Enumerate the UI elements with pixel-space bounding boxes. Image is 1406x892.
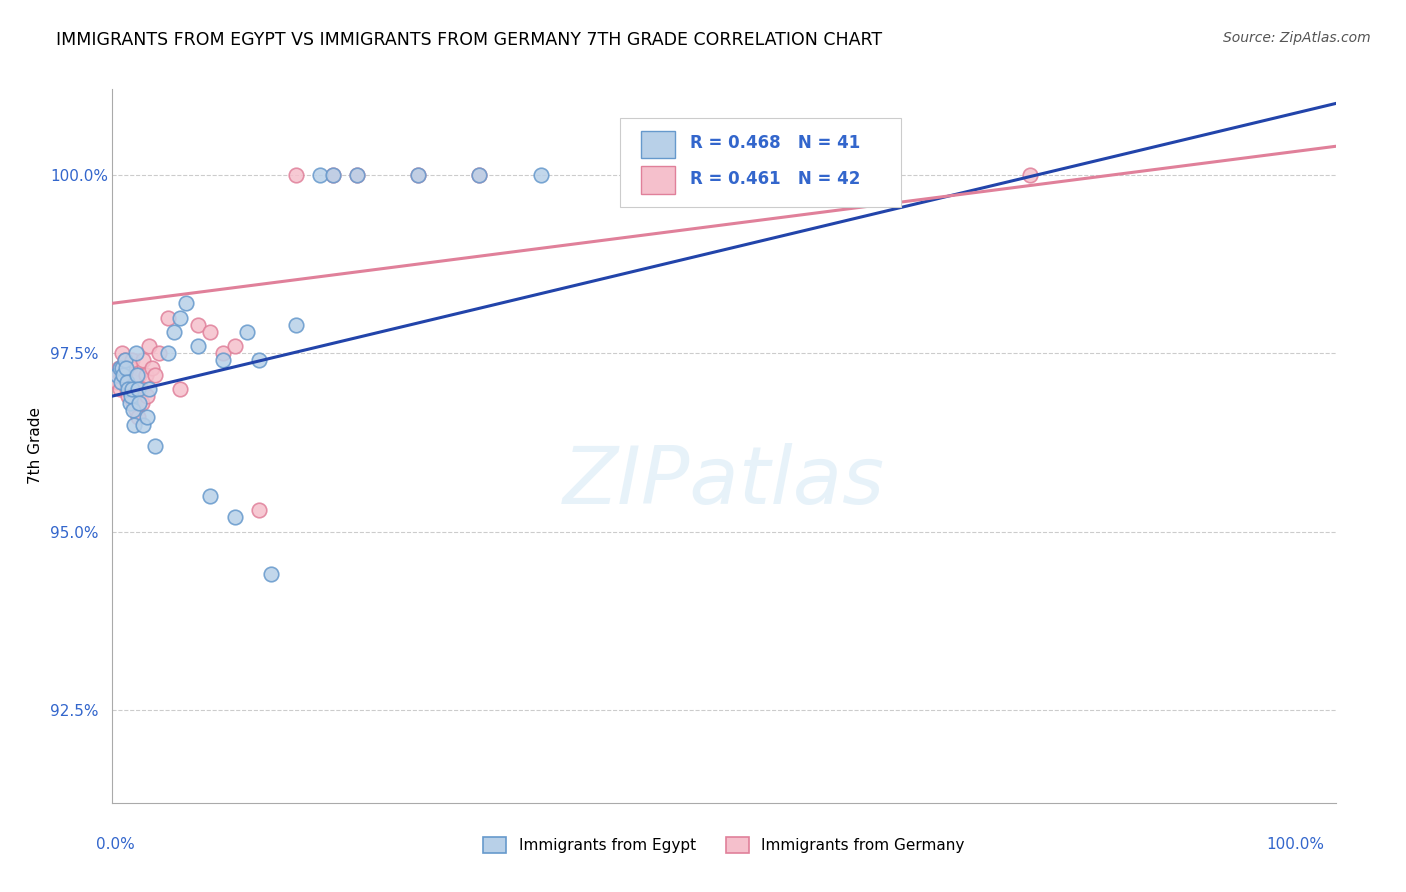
Point — [110, 375, 132, 389]
Point — [187, 339, 209, 353]
Point — [132, 417, 155, 432]
Point — [141, 360, 163, 375]
Point — [114, 353, 136, 368]
Point — [125, 346, 148, 360]
Point — [211, 346, 233, 360]
Point — [127, 410, 149, 425]
Bar — [641, 131, 675, 158]
Point — [131, 396, 153, 410]
Point — [322, 168, 344, 182]
Point — [120, 375, 142, 389]
Point — [128, 368, 150, 382]
Point — [118, 396, 141, 410]
Point — [129, 382, 152, 396]
Point — [135, 410, 157, 425]
Point — [107, 360, 129, 375]
Point — [125, 382, 148, 396]
Point — [1018, 168, 1040, 182]
Point — [105, 375, 128, 389]
Point — [108, 382, 131, 396]
Point — [468, 168, 491, 182]
Point — [111, 346, 134, 360]
Point — [322, 168, 344, 182]
Point — [127, 382, 149, 396]
Point — [132, 353, 155, 368]
Point — [247, 353, 270, 368]
Point — [124, 375, 146, 389]
Text: ZIPatlas: ZIPatlas — [562, 442, 886, 521]
Bar — [641, 167, 675, 194]
Point — [284, 318, 308, 332]
Text: R = 0.461   N = 42: R = 0.461 N = 42 — [690, 169, 860, 187]
Text: 100.0%: 100.0% — [1267, 838, 1324, 852]
Point — [105, 368, 128, 382]
Point — [408, 168, 430, 182]
Point — [260, 567, 283, 582]
Point — [111, 360, 134, 375]
Point — [200, 489, 222, 503]
Text: R = 0.468   N = 41: R = 0.468 N = 41 — [690, 134, 860, 152]
Point — [108, 360, 131, 375]
Point — [112, 368, 135, 382]
Point — [117, 389, 139, 403]
Point — [117, 382, 139, 396]
Point — [125, 403, 148, 417]
Point — [529, 168, 551, 182]
Point — [128, 396, 150, 410]
Point — [224, 510, 246, 524]
Point — [118, 360, 141, 375]
Point — [134, 368, 156, 382]
Point — [174, 296, 197, 310]
Point — [284, 168, 308, 182]
Point — [169, 310, 191, 325]
Y-axis label: 7th Grade: 7th Grade — [28, 408, 44, 484]
Point — [121, 353, 143, 368]
Point — [122, 396, 145, 410]
Point — [408, 168, 430, 182]
Point — [122, 403, 145, 417]
Point — [775, 168, 797, 182]
Point — [346, 168, 368, 182]
Point — [247, 503, 270, 517]
Point — [120, 389, 142, 403]
Point — [135, 389, 157, 403]
Point — [125, 368, 148, 382]
Point — [114, 353, 136, 368]
Point — [115, 360, 138, 375]
Point — [138, 382, 160, 396]
Point — [143, 439, 166, 453]
Point — [163, 325, 186, 339]
Point — [115, 368, 138, 382]
Point — [713, 168, 735, 182]
Point — [200, 325, 222, 339]
Point — [309, 168, 332, 182]
Point — [138, 339, 160, 353]
Point — [187, 318, 209, 332]
Point — [115, 382, 138, 396]
Point — [112, 360, 135, 375]
Text: IMMIGRANTS FROM EGYPT VS IMMIGRANTS FROM GERMANY 7TH GRADE CORRELATION CHART: IMMIGRANTS FROM EGYPT VS IMMIGRANTS FROM… — [56, 31, 883, 49]
Point — [236, 325, 259, 339]
Point — [143, 368, 166, 382]
Legend: Immigrants from Egypt, Immigrants from Germany: Immigrants from Egypt, Immigrants from G… — [477, 831, 972, 859]
Point — [169, 382, 191, 396]
Point — [115, 375, 138, 389]
Point — [346, 168, 368, 182]
Point — [148, 346, 170, 360]
Text: Source: ZipAtlas.com: Source: ZipAtlas.com — [1223, 31, 1371, 45]
Point — [156, 310, 179, 325]
Text: 0.0%: 0.0% — [96, 838, 135, 852]
Point — [156, 346, 179, 360]
Point — [211, 353, 233, 368]
Point — [468, 168, 491, 182]
FancyBboxPatch shape — [620, 118, 901, 207]
Point — [124, 417, 146, 432]
Point — [110, 368, 132, 382]
Point — [224, 339, 246, 353]
Point — [121, 382, 143, 396]
